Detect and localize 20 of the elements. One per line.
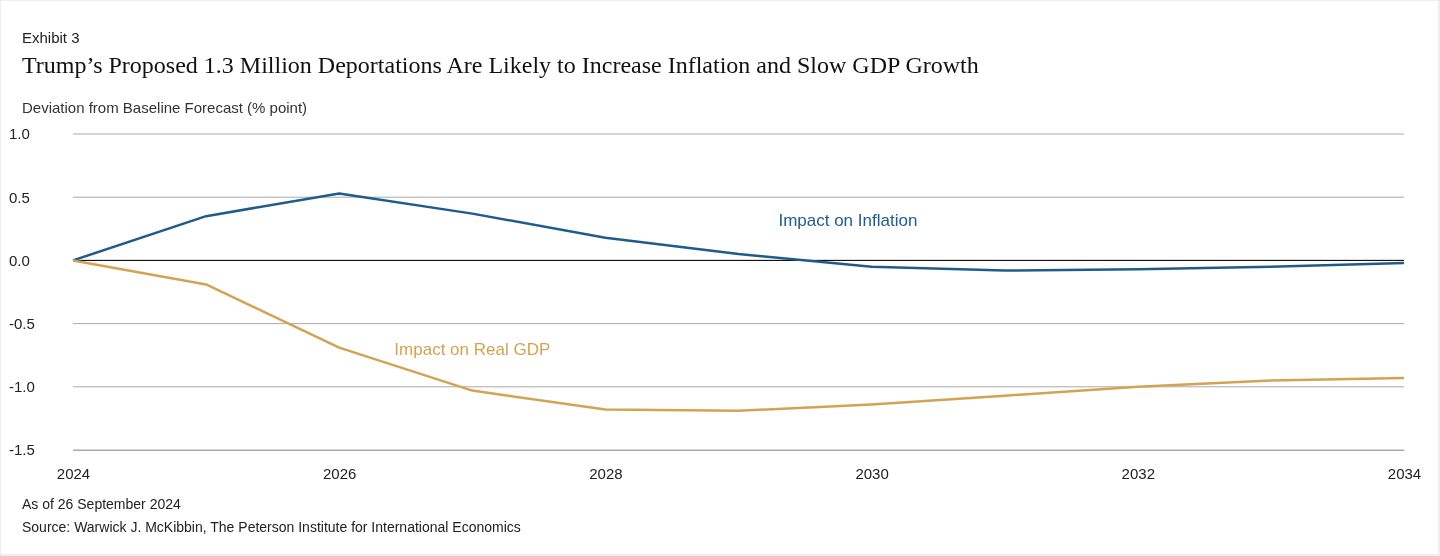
source-note: Source: Warwick J. McKibbin, The Peterson Institute for International Economics — [22, 519, 521, 535]
x-tick-label: 2024 — [56, 464, 91, 482]
y-tick-label: 1.0 — [9, 125, 30, 143]
y-tick-label: -0.5 — [9, 314, 35, 332]
x-tick-label: 2028 — [589, 464, 623, 482]
x-tick-label: 2026 — [323, 464, 357, 482]
text: As of 26 September 2024 — [22, 496, 181, 512]
y-tick-label: -1.0 — [9, 378, 35, 396]
series-label: Impact on Inflation — [778, 211, 918, 231]
line-series — [71, 259, 1406, 413]
chart-subtitle: Exhibit 3 — [22, 29, 80, 46]
chart-title: Trump’s Proposed 1.3 Million Deportations Are Likely to Increase Inflation and Slow GDP Growth — [22, 52, 979, 78]
x-tick-label: 2030 — [855, 464, 889, 482]
x-tick-label: 2034 — [1387, 464, 1422, 482]
series-label: Impact on Real GDP — [394, 340, 551, 360]
x-tick-label: 2032 — [1121, 464, 1155, 482]
y-tick-label: -1.5 — [9, 441, 35, 459]
y-tick-label: 0.0 — [9, 251, 30, 269]
y-axis-title: Deviation from Baseline Forecast (% point) — [22, 99, 308, 116]
y-tick-label: 0.5 — [9, 188, 30, 206]
